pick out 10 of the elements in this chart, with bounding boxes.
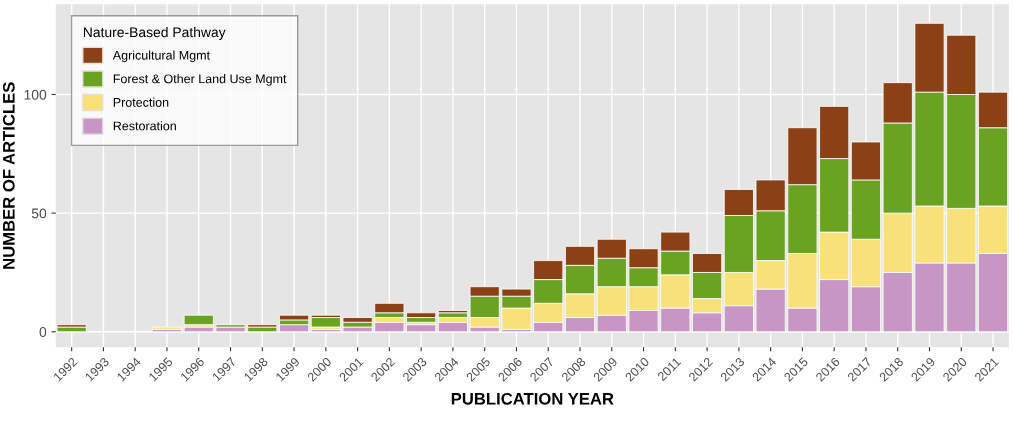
y-axis-title: NUMBER OF ARTICLES [2,82,15,269]
x-axis-title: PUBLICATION YEAR [451,392,614,405]
y-tick-label: 50 [31,208,47,219]
legend-label: Restoration [113,121,176,131]
y-tick-label: 100 [24,89,47,100]
legend-label: Forest & Other Land Use Mgmt [113,74,287,86]
legend-label: Protection [113,97,169,107]
legend-title: Nature-Based Pathway [83,26,226,40]
legend-label: Agricultural Mgmt [112,50,210,63]
y-tick-label: 0 [39,327,47,337]
